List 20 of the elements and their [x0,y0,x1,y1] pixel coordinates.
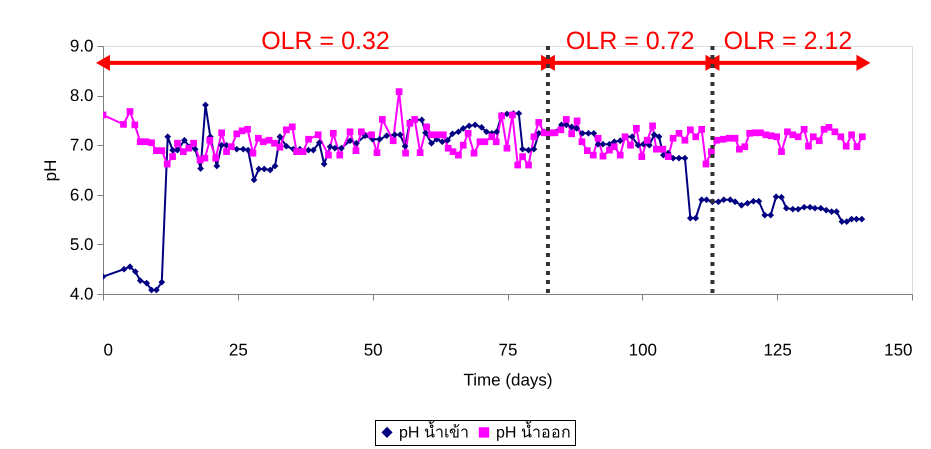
y-axis-title: pH [40,160,60,182]
annotation: OLR = 2.12 [724,27,852,55]
x-tick-label: 100 [628,340,658,360]
x-tick-label: 125 [763,340,792,360]
annotation: OLR = 0.72 [566,27,694,55]
annotation: OLR = 0.32 [261,27,390,55]
y-tick-label: 8.0 [70,86,94,106]
x-tick-label: 0 [104,340,113,360]
x-tick-label: 75 [498,340,518,360]
x-tick-label: 150 [884,340,912,360]
y-tick-label: 7.0 [70,136,94,155]
y-tick-label: 6.0 [70,185,94,204]
x-axis-title: Time (days) [463,370,553,390]
legend-label: pH น้ำออก [496,420,571,442]
y-tick-label: 9.0 [70,36,94,56]
x-tick-label: 50 [364,340,383,360]
y-tick-label: 5.0 [70,234,94,254]
legend-label: pH น้ำเข้า [399,420,469,442]
y-tick-label: 4.0 [70,284,94,304]
x-tick-label: 25 [228,340,248,360]
